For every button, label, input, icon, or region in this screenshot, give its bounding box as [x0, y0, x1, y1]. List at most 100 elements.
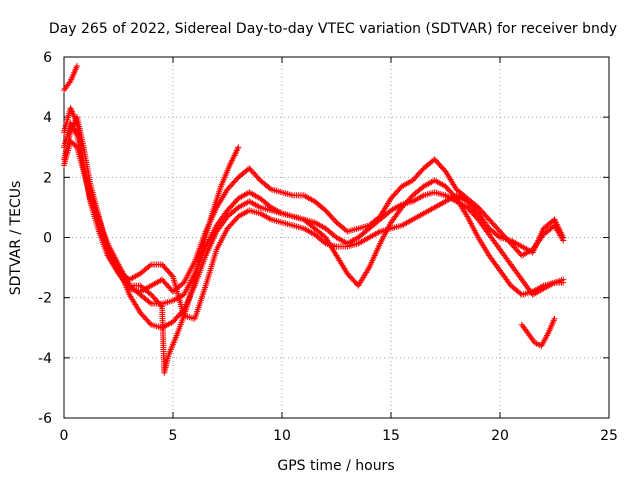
data-point	[355, 282, 362, 289]
data-point	[246, 189, 253, 196]
data-point	[518, 252, 525, 259]
data-point	[279, 210, 285, 217]
data-point	[148, 282, 155, 289]
data-point	[475, 204, 482, 211]
data-point	[279, 219, 285, 226]
data-point	[213, 222, 220, 229]
series-track-1	[61, 105, 567, 295]
data-point	[551, 216, 558, 223]
data-point	[442, 183, 449, 190]
data-point	[431, 189, 438, 196]
data-point	[344, 243, 351, 250]
data-point	[431, 204, 438, 211]
tick-layer: 0 5 10 15 20 25 -6 -4 -2 0 2 4 6	[38, 50, 618, 444]
series-track-4	[61, 114, 567, 322]
data-point	[377, 228, 384, 235]
data-point	[529, 288, 536, 295]
y-tick-label: -2	[38, 291, 52, 307]
data-point	[409, 192, 416, 199]
series-track-5	[61, 63, 81, 94]
data-point	[257, 210, 264, 217]
data-point	[137, 282, 144, 289]
trail-marker	[266, 185, 273, 192]
trail-marker	[168, 272, 175, 279]
data-point	[322, 225, 329, 232]
data-point	[137, 291, 144, 298]
data-point	[497, 228, 503, 235]
data-point	[257, 195, 264, 202]
trail-marker	[146, 262, 153, 269]
data-point	[191, 258, 198, 265]
data-point	[560, 234, 567, 241]
x-tick-label: 25	[600, 428, 618, 444]
data-point	[409, 216, 416, 223]
data-point	[80, 144, 87, 151]
data-point	[486, 225, 493, 232]
data-point	[165, 351, 172, 358]
data-point	[300, 225, 307, 232]
x-tick-label: 5	[169, 428, 178, 444]
data-point	[420, 165, 427, 172]
chart-title: Day 265 of 2022, Sidereal Day-to-day VTE…	[49, 21, 617, 37]
trail-marker	[495, 233, 502, 240]
trail-marker	[157, 302, 164, 309]
data-point	[442, 168, 449, 175]
data-point	[333, 243, 340, 250]
data-point	[148, 321, 155, 328]
data-point	[475, 234, 482, 241]
x-axis-title: GPS time / hours	[277, 458, 394, 474]
data-point	[388, 219, 394, 226]
data-point	[257, 204, 264, 211]
data-point	[344, 270, 351, 277]
data-point	[191, 276, 198, 283]
data-point	[538, 342, 545, 349]
data-point	[464, 198, 471, 205]
data-point	[486, 231, 493, 238]
data-point	[117, 267, 124, 274]
data-point	[217, 183, 224, 190]
data-point	[235, 204, 242, 211]
data-point	[159, 261, 166, 268]
data-point	[224, 207, 231, 214]
series-track-6	[117, 144, 242, 376]
data-point	[161, 369, 168, 376]
x-tick-label: 0	[60, 428, 69, 444]
data-point	[431, 156, 438, 163]
data-point	[431, 177, 438, 184]
data-point	[322, 207, 329, 214]
data-point	[333, 219, 340, 226]
trail-marker	[321, 239, 328, 246]
data-point	[268, 204, 275, 211]
data-point	[209, 210, 216, 217]
data-point	[311, 198, 318, 205]
data-point	[453, 192, 460, 199]
data-point	[174, 330, 181, 337]
data-point	[126, 291, 133, 298]
data-point	[74, 114, 81, 121]
trail-marker	[146, 299, 153, 306]
data-point	[540, 225, 547, 232]
data-point	[67, 78, 74, 85]
data-point	[544, 330, 551, 337]
y-tick-label: 0	[43, 231, 52, 247]
data-point	[213, 246, 220, 253]
data-point	[377, 240, 384, 247]
data-point	[311, 231, 318, 238]
data-point	[525, 330, 532, 337]
data-point	[355, 240, 362, 247]
data-point	[497, 234, 503, 241]
data-point	[137, 270, 144, 277]
data-point	[235, 213, 242, 220]
data-point	[388, 207, 394, 214]
data-point	[453, 186, 460, 193]
data-point	[518, 321, 525, 328]
data-point	[507, 261, 514, 268]
data-point	[148, 291, 155, 298]
data-point	[355, 234, 362, 241]
data-point	[442, 192, 449, 199]
data-point	[507, 282, 514, 289]
data-point	[486, 252, 493, 259]
data-point	[344, 228, 351, 235]
data-point	[388, 225, 394, 232]
